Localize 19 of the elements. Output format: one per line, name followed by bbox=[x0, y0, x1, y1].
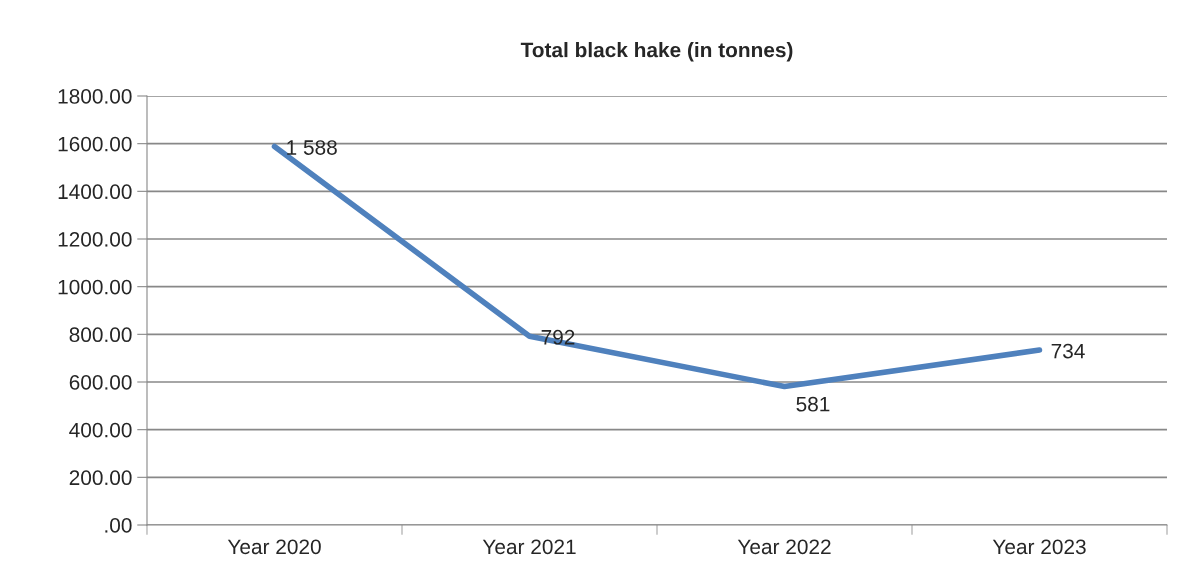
x-tick-label: Year 2021 bbox=[482, 539, 576, 555]
y-tick-label: 1200.00 bbox=[58, 232, 132, 247]
x-tick-label: Year 2020 bbox=[227, 539, 321, 555]
y-tick-label: 800.00 bbox=[69, 327, 132, 343]
data-label: 734 bbox=[1051, 343, 1085, 359]
data-label: 1 588 bbox=[287, 140, 337, 155]
x-tick-label: Year 2023 bbox=[992, 539, 1086, 555]
data-label: 581 bbox=[796, 396, 830, 412]
y-tick-label: 1400.00 bbox=[58, 184, 132, 200]
y-tick-label: 1800.00 bbox=[58, 89, 132, 104]
y-tick-label: .00 bbox=[105, 518, 132, 533]
y-tick-label: 200.00 bbox=[69, 470, 132, 486]
x-tick-label: Year 2022 bbox=[737, 539, 831, 555]
y-tick-label: 600.00 bbox=[69, 375, 132, 390]
chart-title: Total black hake (in tonnes) bbox=[520, 42, 793, 62]
data-label: 792 bbox=[541, 329, 575, 345]
y-tick-label: 1000.00 bbox=[58, 279, 132, 295]
y-tick-label: 1600.00 bbox=[58, 136, 132, 152]
y-tick-label: 400.00 bbox=[69, 422, 132, 438]
